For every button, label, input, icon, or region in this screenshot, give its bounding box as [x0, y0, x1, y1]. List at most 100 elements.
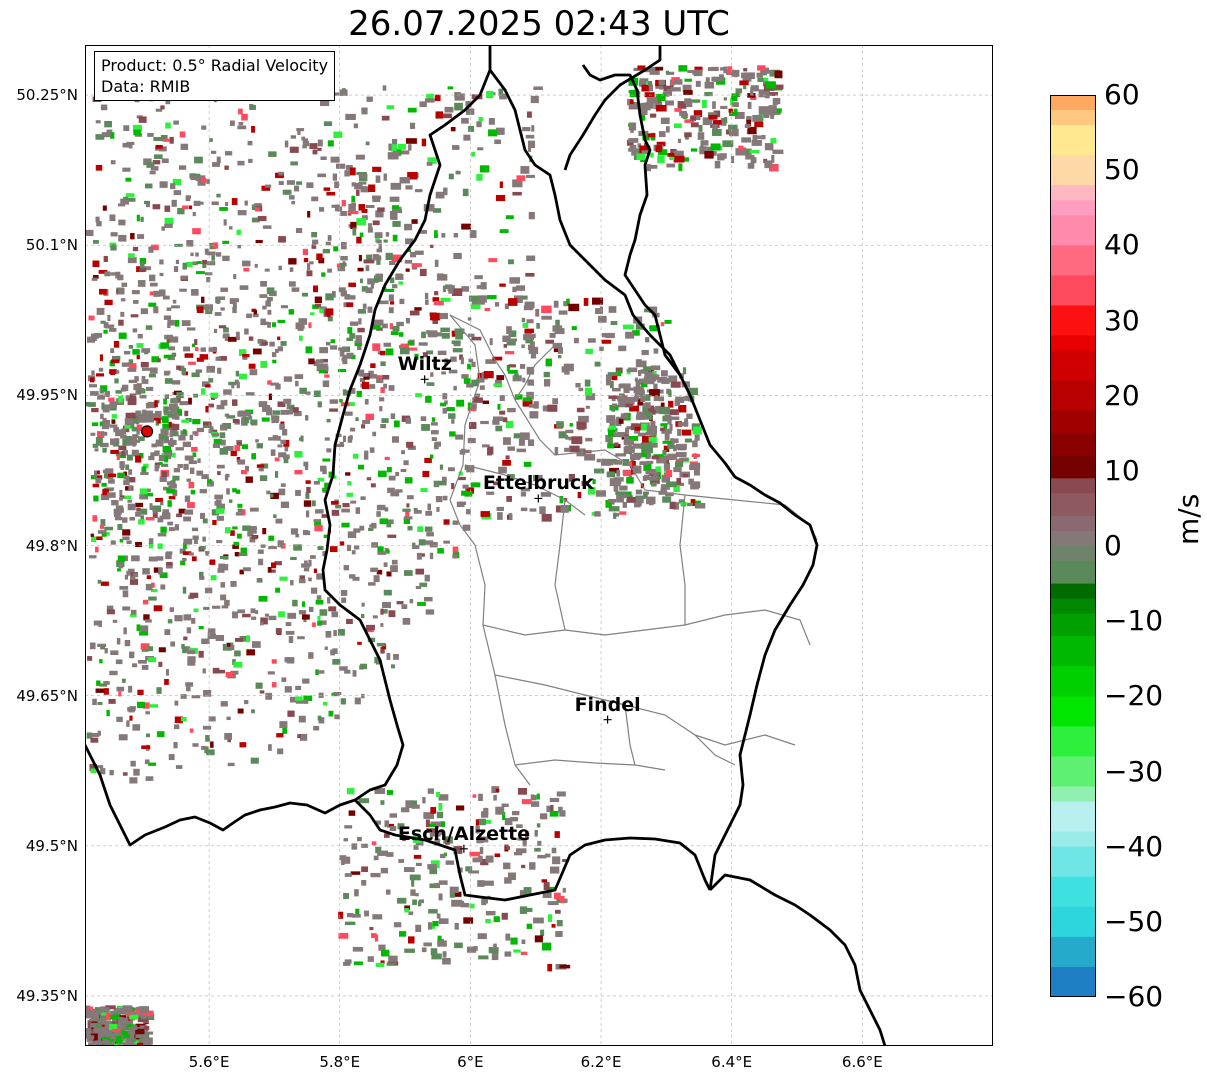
echo-pixel [471, 298, 476, 305]
echo-pixel [651, 473, 658, 481]
echo-pixel [342, 359, 348, 365]
echo-pixel [403, 460, 409, 466]
echo-pixel [375, 210, 384, 218]
echo-pixel [750, 96, 757, 101]
echo-pixel [114, 1026, 124, 1032]
echo-pixel [114, 516, 123, 521]
echo-pixel [524, 328, 534, 334]
echo-pixel [176, 513, 183, 518]
echo-pixel [182, 646, 189, 654]
echo-pixel [601, 332, 608, 338]
echo-pixel [268, 744, 272, 751]
echo-pixel [201, 381, 211, 387]
echo-pixel [318, 257, 325, 264]
echo-pixel [419, 268, 427, 277]
echo-pixel [468, 125, 475, 132]
echo-pixel [674, 79, 683, 85]
echo-pixel [113, 1043, 125, 1046]
echo-pixel [361, 693, 365, 699]
echo-pixel [637, 432, 646, 437]
echo-pixel [640, 158, 648, 163]
echo-pixel [305, 492, 310, 499]
echo-pixel [644, 92, 655, 98]
echo-pixel [712, 151, 717, 156]
echo-pixel [623, 385, 630, 393]
echo-pixel [201, 745, 207, 750]
echo-pixel [352, 227, 357, 236]
echo-pixel [438, 794, 449, 801]
echo-pixel [435, 111, 444, 119]
echo-pixel [640, 396, 646, 402]
echo-pixel [351, 354, 356, 360]
echo-pixel [462, 484, 469, 489]
echo-pixel [102, 205, 107, 211]
echo-pixel [212, 667, 220, 674]
echo-pixel [209, 138, 213, 142]
echo-pixel [249, 536, 256, 543]
echo-pixel [233, 661, 243, 668]
echo-pixel [119, 538, 124, 543]
echo-pixel [212, 520, 217, 525]
echo-pixel [399, 177, 410, 184]
echo-pixel [239, 285, 249, 290]
echo-pixel [103, 681, 110, 685]
echo-pixel [637, 65, 646, 70]
echo-pixel [389, 260, 396, 266]
echo-pixel [167, 319, 175, 326]
echo-pixel [241, 444, 249, 449]
echo-pixel [222, 255, 230, 262]
echo-pixel [628, 90, 639, 94]
colorbar-band [1050, 786, 1096, 795]
echo-pixel [389, 196, 400, 202]
echo-pixel [497, 403, 501, 410]
echo-pixel [167, 406, 177, 411]
echo-pixel [305, 391, 311, 395]
echo-pixel [451, 482, 455, 490]
colorbar-band [1050, 245, 1096, 254]
echo-pixel [91, 333, 99, 339]
echo-pixel [298, 578, 306, 584]
echo-pixel [275, 348, 279, 353]
echo-pixel [541, 305, 552, 314]
echo-pixel [401, 604, 408, 609]
echo-pixel [286, 402, 291, 410]
echo-pixel [242, 613, 251, 618]
colorbar-band [1050, 350, 1096, 359]
echo-pixel [388, 294, 394, 302]
echo-pixel [315, 303, 321, 308]
echo-pixel [527, 140, 536, 149]
echo-pixel [238, 410, 247, 414]
echo-pixel [147, 132, 154, 137]
echo-pixel [283, 459, 289, 464]
echo-pixel [450, 126, 456, 132]
echo-pixel [343, 390, 351, 396]
echo-pixel [162, 138, 170, 142]
echo-pixel [419, 101, 427, 108]
echo-pixel [225, 671, 234, 678]
echo-pixel [741, 72, 749, 79]
echo-pixel [312, 239, 319, 245]
echo-pixel [219, 555, 229, 560]
echo-pixel [435, 496, 443, 503]
echo-pixel [499, 93, 507, 100]
colorbar-tick-label: 0 [1104, 529, 1122, 562]
colorbar-band [1050, 906, 1096, 915]
echo-pixel [623, 493, 630, 499]
echo-pixel [272, 410, 281, 415]
echo-pixel [421, 331, 426, 339]
echo-pixel [142, 466, 147, 472]
echo-pixel [126, 141, 135, 145]
echo-pixel [139, 1006, 150, 1013]
colorbar-band [1050, 718, 1096, 727]
echo-pixel [673, 445, 677, 452]
echo-pixel [158, 454, 165, 462]
echo-pixel [186, 327, 196, 331]
echo-pixel [424, 98, 435, 103]
echo-pixel [643, 463, 652, 471]
echo-pixel [330, 92, 340, 96]
echo-pixel [380, 647, 385, 654]
echo-pixel [160, 526, 167, 533]
colorbar-band [1050, 132, 1096, 141]
echo-pixel [613, 460, 622, 465]
echo-pixel [323, 187, 331, 191]
